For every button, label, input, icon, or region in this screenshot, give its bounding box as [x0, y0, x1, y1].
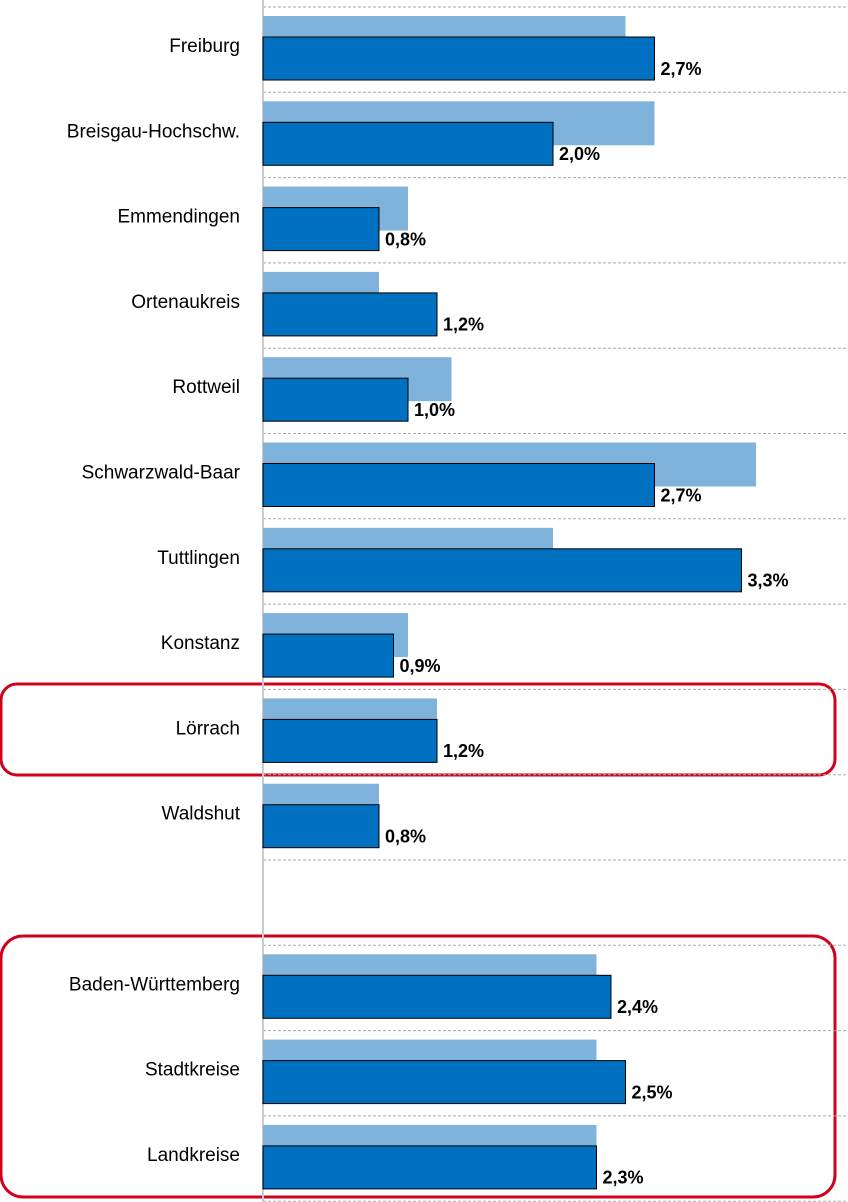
bar	[262, 1145, 597, 1190]
value-label: 2,4%	[617, 997, 658, 1017]
value-label: 1,2%	[443, 741, 484, 761]
category-label: Stadtkreise	[145, 1060, 240, 1081]
bar	[262, 36, 655, 81]
bar	[262, 121, 554, 166]
value-label: 0,9%	[400, 656, 441, 676]
bar	[262, 292, 438, 337]
bar	[262, 974, 612, 1019]
category-label: Tuttlingen	[157, 548, 240, 569]
value-label: 1,0%	[414, 400, 455, 420]
category-label: Konstanz	[161, 633, 240, 654]
value-label: 2,7%	[661, 59, 702, 79]
highlight-box	[0, 934, 837, 1199]
bar	[262, 548, 742, 593]
category-label: Freiburg	[169, 36, 240, 57]
value-label: 2,3%	[603, 1168, 644, 1188]
category-label: Ortenaukreis	[131, 292, 240, 313]
category-label: Rottweil	[172, 377, 240, 398]
bar	[262, 804, 380, 849]
value-label: 3,3%	[748, 571, 789, 591]
value-label: 1,2%	[443, 315, 484, 335]
category-label: Emmendingen	[117, 207, 240, 228]
bar	[262, 718, 438, 763]
category-label: Lörrach	[176, 718, 240, 739]
value-label: 0,8%	[385, 229, 426, 249]
category-label: Landkreise	[147, 1145, 240, 1166]
value-label: 0,8%	[385, 826, 426, 846]
category-label: Breisgau-Hochschw.	[67, 121, 240, 142]
value-label: 2,5%	[632, 1082, 673, 1102]
bar	[262, 463, 655, 507]
category-label: Schwarzwald-Baar	[82, 463, 241, 484]
category-label: Waldshut	[162, 804, 241, 825]
value-label: 2,0%	[559, 144, 600, 164]
bar	[262, 633, 394, 678]
value-label: 2,7%	[661, 485, 702, 505]
bar	[262, 207, 380, 252]
bar	[262, 1060, 626, 1105]
bar	[262, 377, 409, 422]
category-label: Baden-Württemberg	[69, 974, 240, 995]
